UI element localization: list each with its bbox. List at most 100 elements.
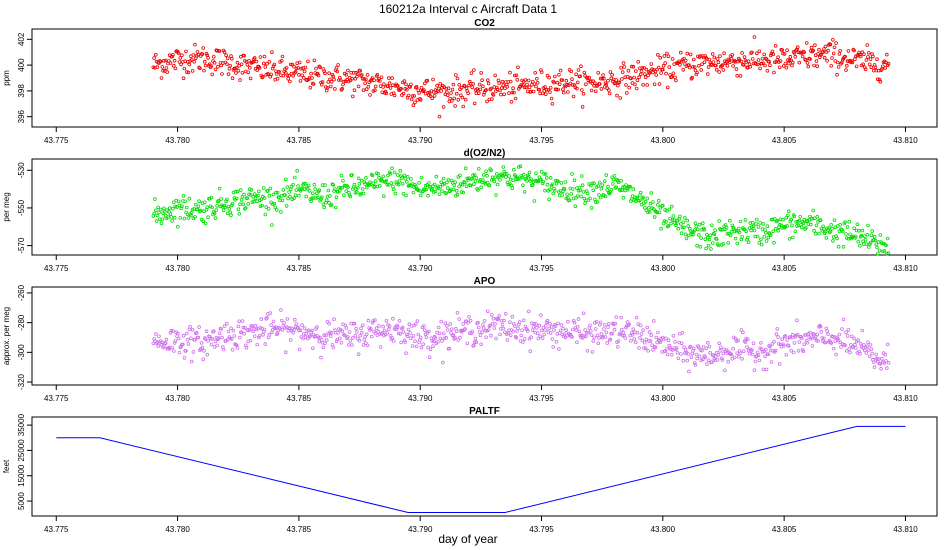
apo-point — [271, 319, 276, 324]
apo-point — [841, 317, 846, 322]
co2-point — [620, 70, 625, 74]
co2-point — [741, 63, 746, 67]
co2-point — [365, 73, 370, 77]
apo-point — [283, 350, 288, 355]
co2-point — [316, 73, 321, 78]
co2-point — [472, 101, 477, 106]
co2-point — [853, 57, 857, 61]
co2-point — [862, 65, 867, 70]
o2n2-point — [708, 233, 712, 238]
co2-point — [866, 55, 870, 59]
apo-point — [427, 329, 431, 334]
apo-point — [561, 326, 565, 331]
o2n2-point — [371, 181, 376, 186]
co2-point — [725, 63, 730, 68]
o2n2-point — [694, 224, 699, 229]
co2-point — [361, 88, 366, 92]
o2n2-point — [224, 199, 228, 204]
apo-point — [483, 328, 488, 333]
apo-point — [756, 353, 761, 358]
apo-point — [802, 342, 806, 347]
o2n2-point — [376, 172, 381, 176]
o2n2-point — [691, 230, 696, 234]
apo-point — [880, 356, 884, 361]
apo-point — [382, 328, 387, 333]
co2-point — [159, 76, 164, 80]
co2-point — [683, 58, 688, 63]
apo-point — [878, 362, 883, 366]
apo-point — [151, 341, 156, 346]
o2n2-point — [712, 232, 717, 237]
paltf-series-line — [56, 425, 906, 513]
o2n2-point — [590, 181, 595, 186]
co2-point — [320, 80, 325, 84]
o2n2-point — [652, 215, 657, 219]
o2n2-point — [705, 232, 709, 237]
apo-point — [674, 346, 679, 350]
apo-point — [315, 325, 319, 329]
o2n2-point — [516, 165, 521, 169]
co2-point — [387, 81, 392, 85]
apo-point — [209, 342, 214, 347]
co2-point — [230, 56, 234, 61]
apo-point — [481, 323, 485, 327]
co2-point — [574, 72, 578, 77]
apo-point — [374, 326, 379, 331]
apo-point — [651, 319, 656, 323]
figure-title: 160212a Interval c Aircraft Data 1 — [379, 2, 557, 16]
apo-point — [655, 340, 659, 345]
o2n2-point — [288, 194, 292, 199]
co2-point — [715, 57, 720, 61]
o2n2-point — [404, 180, 409, 184]
o2n2-point — [234, 196, 239, 201]
apo-point — [648, 339, 653, 343]
apo-point — [469, 331, 474, 336]
o2n2-point — [377, 184, 382, 188]
o2n2-point — [249, 188, 254, 192]
apo-point — [776, 335, 780, 339]
apo-point — [319, 338, 324, 342]
o2n2-point — [766, 235, 771, 240]
apo-point — [618, 331, 623, 336]
apo-point — [407, 322, 412, 327]
apo-point — [813, 335, 818, 339]
o2n2-point — [550, 182, 555, 187]
co2-point — [635, 78, 640, 82]
co2-point — [547, 75, 551, 80]
apo-point — [269, 323, 273, 327]
o2n2-point — [592, 181, 596, 186]
co2-point — [571, 94, 576, 99]
co2-point — [721, 68, 726, 72]
co2-point — [843, 54, 847, 59]
o2n2-point — [210, 205, 215, 210]
o2n2-point — [243, 206, 248, 210]
apo-point — [743, 340, 748, 344]
co2-x-tick-label: 43.805 — [772, 136, 797, 145]
o2n2-point — [324, 198, 329, 203]
apo-point — [505, 338, 510, 342]
o2n2-point — [599, 186, 604, 191]
apo-point — [411, 333, 416, 338]
co2-point — [168, 61, 173, 65]
co2-point — [390, 76, 394, 80]
apo-point — [763, 347, 768, 352]
o2n2-point — [160, 217, 165, 222]
o2n2-point — [189, 210, 194, 215]
co2-point — [714, 67, 719, 72]
o2n2-point — [203, 200, 207, 205]
o2n2-point — [542, 172, 546, 176]
apo-point — [213, 339, 218, 344]
apo-point — [413, 339, 417, 344]
co2-point — [598, 76, 603, 81]
apo-point — [306, 328, 311, 333]
co2-point — [225, 62, 229, 66]
apo-point — [492, 326, 497, 330]
co2-point — [866, 50, 871, 55]
apo-x-tick-label: 43.810 — [893, 394, 918, 403]
apo-point — [486, 328, 491, 332]
o2n2-point — [201, 219, 206, 224]
apo-point — [716, 352, 721, 357]
co2-point — [332, 77, 336, 82]
